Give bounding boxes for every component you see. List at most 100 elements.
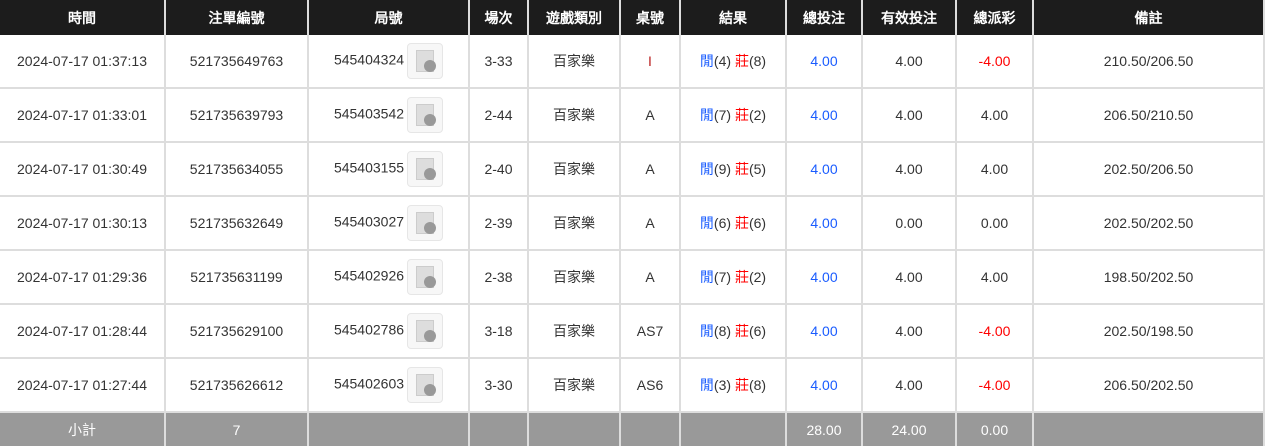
note: 206.50/202.50 [1033,358,1265,413]
empty-cell [528,412,621,446]
video-replay-icon[interactable] [407,259,444,295]
payout: 0.00 [956,196,1034,251]
result: 閒(3) 莊(8) [680,358,787,413]
banker-label: 莊 [734,107,749,123]
empty-cell [469,412,529,446]
video-replay-icon[interactable] [407,367,444,403]
session: 2-39 [469,196,529,251]
bet-id: 521735626612 [165,358,309,413]
bet-id: 521735649763 [165,35,309,89]
column-header: 總投注 [786,0,863,35]
banker-score: (2) [748,107,767,123]
table-row: 2024-07-17 01:33:01 521735639793 5454035… [0,88,1265,143]
payout: -4.00 [956,358,1034,413]
table-row: 2024-07-17 01:27:44 521735626612 5454026… [0,358,1265,413]
player-label: 閒 [699,161,714,177]
bet-time: 2024-07-17 01:27:44 [0,358,166,413]
valid-bet: 4.00 [862,250,957,305]
banker-score: (6) [748,215,767,231]
video-replay-icon[interactable] [407,97,444,133]
total-bet: 4.00 [786,358,863,413]
table-number: A [620,142,681,197]
empty-cell [1033,412,1265,446]
round-number: 545403542 [333,105,405,122]
round-cell: 545403542 [308,88,470,143]
player-score: (6) [713,215,732,231]
video-replay-icon[interactable] [407,205,444,241]
game-type: 百家樂 [528,35,621,89]
valid-bet: 0.00 [862,196,957,251]
player-score: (9) [713,161,732,177]
bet-time: 2024-07-17 01:30:13 [0,196,166,251]
video-replay-icon[interactable] [407,313,444,349]
column-header: 時間 [0,0,166,35]
subtotal-count: 7 [165,412,309,446]
session: 2-38 [469,250,529,305]
valid-bet: 4.00 [862,142,957,197]
table-number: I [620,35,681,89]
game-type: 百家樂 [528,250,621,305]
valid-bet: 4.00 [862,88,957,143]
round-cell: 545402603 [308,358,470,413]
game-type: 百家樂 [528,358,621,413]
player-label: 閒 [699,377,714,393]
subtotal-payout: 0.00 [956,412,1034,446]
payout: 4.00 [956,88,1034,143]
round-number: 545403027 [333,213,405,230]
game-type: 百家樂 [528,142,621,197]
banker-score: (2) [748,269,767,285]
table-number: AS7 [620,304,681,359]
session: 3-33 [469,35,529,89]
round-number: 545402786 [333,321,405,338]
result: 閒(9) 莊(5) [680,142,787,197]
note: 210.50/206.50 [1033,35,1265,89]
banker-label: 莊 [734,215,749,231]
payout: -4.00 [956,35,1034,89]
player-score: (4) [713,53,732,69]
table-row: 2024-07-17 01:29:36 521735631199 5454029… [0,250,1265,305]
valid-bet: 4.00 [862,358,957,413]
banker-label: 莊 [734,269,749,285]
subtotal-row: 小計 7 28.00 24.00 0.00 [0,412,1265,446]
empty-cell [680,412,787,446]
valid-bet: 4.00 [862,304,957,359]
table-row: 2024-07-17 01:30:49 521735634055 5454031… [0,142,1265,197]
bet-time: 2024-07-17 01:29:36 [0,250,166,305]
round-number: 545402926 [333,267,405,284]
table-row: 2024-07-17 01:37:13 521735649763 5454043… [0,35,1265,89]
banker-score: (6) [748,323,767,339]
result: 閒(7) 莊(2) [680,250,787,305]
session: 3-18 [469,304,529,359]
note: 202.50/202.50 [1033,196,1265,251]
header-row: 時間 注單編號 局號 場次 遊戲類別 桌號 結果 總投注 有效投注 總派彩 備註 [0,0,1265,35]
game-type: 百家樂 [528,88,621,143]
banker-label: 莊 [734,323,749,339]
banker-score: (5) [748,161,767,177]
player-label: 閒 [699,53,714,69]
subtotal-valid: 24.00 [862,412,957,446]
total-bet: 4.00 [786,250,863,305]
player-label: 閒 [699,269,714,285]
result: 閒(6) 莊(6) [680,196,787,251]
valid-bet: 4.00 [862,35,957,89]
column-header: 總派彩 [956,0,1034,35]
video-replay-icon[interactable] [407,151,444,187]
note: 198.50/202.50 [1033,250,1265,305]
video-replay-icon[interactable] [407,43,444,79]
result: 閒(4) 莊(8) [680,35,787,89]
bet-id: 521735629100 [165,304,309,359]
bet-id: 521735631199 [165,250,309,305]
column-header: 注單編號 [165,0,309,35]
payout: 4.00 [956,250,1034,305]
table-row: 2024-07-17 01:28:44 521735629100 5454027… [0,304,1265,359]
session: 2-44 [469,88,529,143]
payout: -4.00 [956,304,1034,359]
round-number: 545404324 [333,51,405,68]
result: 閒(7) 莊(2) [680,88,787,143]
player-score: (7) [713,107,732,123]
total-bet: 4.00 [786,196,863,251]
round-cell: 545403027 [308,196,470,251]
round-number: 545403155 [333,159,405,176]
round-cell: 545402786 [308,304,470,359]
